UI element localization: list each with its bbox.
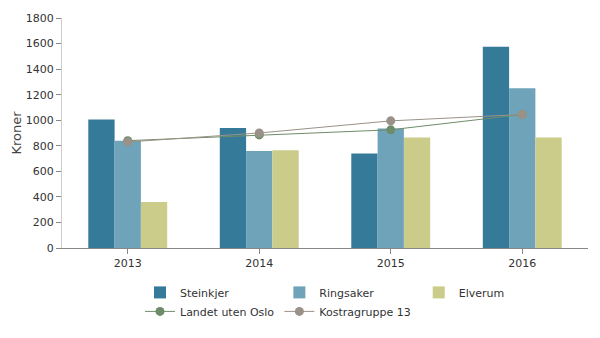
svg-text:2013: 2013: [114, 257, 142, 270]
svg-text:1000: 1000: [26, 114, 54, 127]
svg-text:1800: 1800: [26, 12, 54, 25]
svg-text:400: 400: [33, 191, 54, 204]
svg-text:Steinkjer: Steinkjer: [180, 287, 229, 300]
svg-text:1200: 1200: [26, 89, 54, 102]
svg-text:2015: 2015: [377, 257, 405, 270]
svg-text:1600: 1600: [26, 37, 54, 50]
svg-text:2014: 2014: [245, 257, 273, 270]
svg-text:Elverum: Elverum: [459, 287, 505, 300]
svg-text:1400: 1400: [26, 63, 54, 76]
svg-text:0: 0: [47, 242, 54, 255]
svg-text:800: 800: [33, 140, 54, 153]
svg-text:Landet uten Oslo: Landet uten Oslo: [180, 306, 274, 319]
svg-text:600: 600: [33, 165, 54, 178]
svg-text:200: 200: [33, 216, 54, 229]
svg-text:Ringsaker: Ringsaker: [319, 287, 374, 300]
svg-text:Kroner: Kroner: [9, 111, 24, 155]
svg-text:2016: 2016: [508, 257, 536, 270]
svg-text:Kostragruppe 13: Kostragruppe 13: [319, 306, 410, 319]
